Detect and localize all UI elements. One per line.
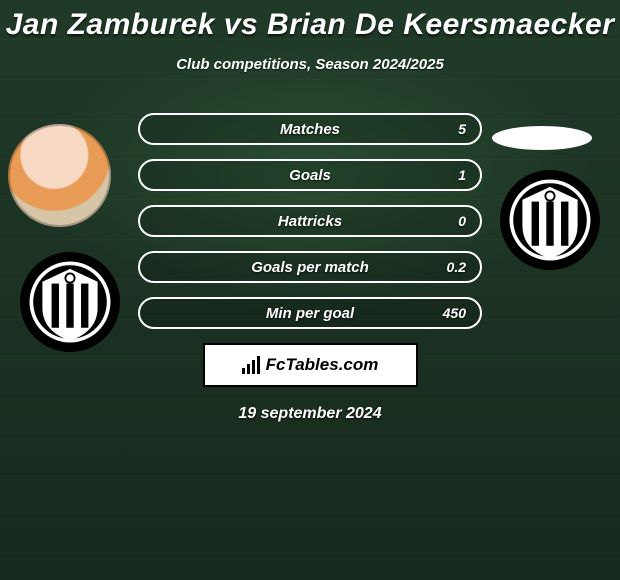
stat-row: Goals per match 0.2 bbox=[138, 251, 482, 283]
stat-value-right: 450 bbox=[443, 305, 466, 321]
stat-label: Goals bbox=[140, 167, 480, 184]
subtitle: Club competitions, Season 2024/2025 bbox=[0, 56, 620, 73]
stat-row: Hattricks 0 bbox=[138, 205, 482, 237]
stat-label: Goals per match bbox=[140, 259, 480, 276]
stat-label: Min per goal bbox=[140, 305, 480, 322]
club-badge-left bbox=[20, 252, 120, 352]
stats-container: Matches 5 Goals 1 Hattricks 0 Goals per … bbox=[138, 113, 482, 329]
stat-row: Goals 1 bbox=[138, 159, 482, 191]
stat-row: Min per goal 450 bbox=[138, 297, 482, 329]
stat-value-right: 1 bbox=[458, 167, 466, 183]
source-logo: FcTables.com bbox=[203, 343, 418, 387]
club-badge-right bbox=[500, 170, 600, 270]
stat-value-right: 0 bbox=[458, 213, 466, 229]
date-label: 19 september 2024 bbox=[0, 405, 620, 423]
logo-text: FcTables.com bbox=[266, 355, 379, 375]
stat-row: Matches 5 bbox=[138, 113, 482, 145]
heracles-crest-icon bbox=[24, 256, 116, 348]
stat-label: Hattricks bbox=[140, 213, 480, 230]
heracles-crest-icon bbox=[504, 174, 596, 266]
stat-label: Matches bbox=[140, 121, 480, 138]
player-left-avatar bbox=[8, 124, 111, 227]
stat-value-right: 5 bbox=[458, 121, 466, 137]
stat-value-right: 0.2 bbox=[447, 259, 466, 275]
bar-chart-icon bbox=[242, 356, 260, 374]
player-right-placeholder bbox=[492, 126, 592, 150]
page-title: Jan Zamburek vs Brian De Keersmaecker bbox=[0, 0, 620, 42]
